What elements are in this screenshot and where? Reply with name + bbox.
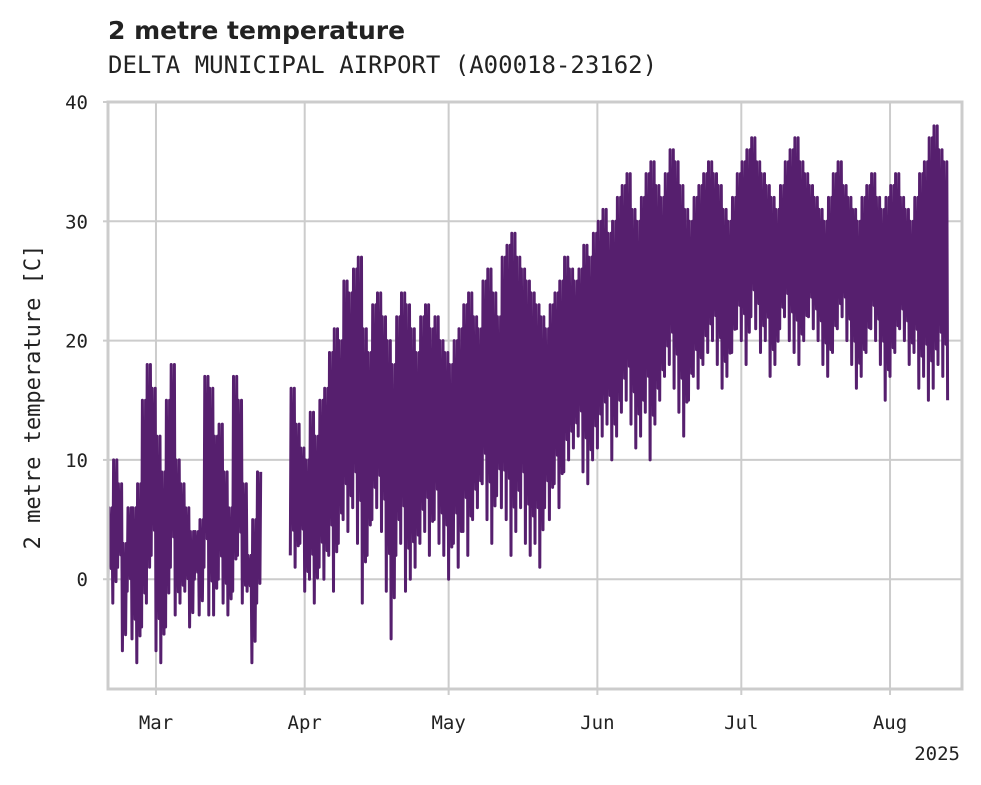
x-tick-label: May — [431, 712, 465, 734]
x-year-label: 2025 — [914, 743, 960, 765]
y-tick-label: 10 — [65, 450, 88, 472]
y-tick-label: 0 — [77, 569, 88, 591]
x-tick-label: Jun — [580, 712, 614, 734]
chart-title: 2 metre temperature — [108, 16, 406, 45]
chart-subtitle: DELTA MUNICIPAL AIRPORT (A00018-23162) — [108, 51, 658, 79]
y-axis-label: 2 metre temperature [C] — [21, 245, 46, 550]
y-tick-label: 40 — [65, 92, 88, 114]
series-temperature — [106, 124, 950, 665]
temperature-line-segment — [106, 363, 263, 665]
temperature-line-segment — [288, 124, 950, 641]
x-tick-label: Aug — [873, 712, 907, 734]
x-tick-label: Jul — [724, 712, 758, 734]
y-tick-label: 30 — [65, 211, 88, 233]
x-tick-label: Mar — [139, 712, 173, 734]
plot-frame — [106, 100, 964, 691]
y-tick-label: 20 — [65, 331, 88, 353]
tick-labels: 0 10 20 30 40 Mar Apr May Jun Jul Aug — [65, 92, 907, 734]
x-tick-label: Apr — [288, 712, 322, 734]
